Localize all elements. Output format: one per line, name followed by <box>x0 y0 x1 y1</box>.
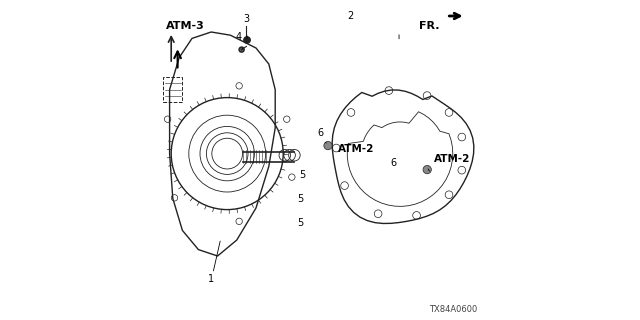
Text: 5: 5 <box>300 170 305 180</box>
Circle shape <box>239 47 244 52</box>
Text: TX84A0600: TX84A0600 <box>429 305 477 314</box>
Circle shape <box>423 165 431 174</box>
Text: ATM-2: ATM-2 <box>434 154 470 164</box>
Text: 5: 5 <box>298 194 304 204</box>
Text: FR.: FR. <box>419 21 440 31</box>
Text: 6: 6 <box>390 158 397 168</box>
Text: 2: 2 <box>348 11 353 21</box>
Circle shape <box>324 141 332 150</box>
Circle shape <box>244 37 250 43</box>
Text: ATM-3: ATM-3 <box>166 21 205 31</box>
Text: 1: 1 <box>208 274 214 284</box>
Text: 5: 5 <box>298 218 304 228</box>
Text: 3: 3 <box>243 14 250 24</box>
Text: ATM-2: ATM-2 <box>338 144 374 154</box>
Text: 6: 6 <box>317 128 323 138</box>
Text: 4: 4 <box>236 32 241 42</box>
